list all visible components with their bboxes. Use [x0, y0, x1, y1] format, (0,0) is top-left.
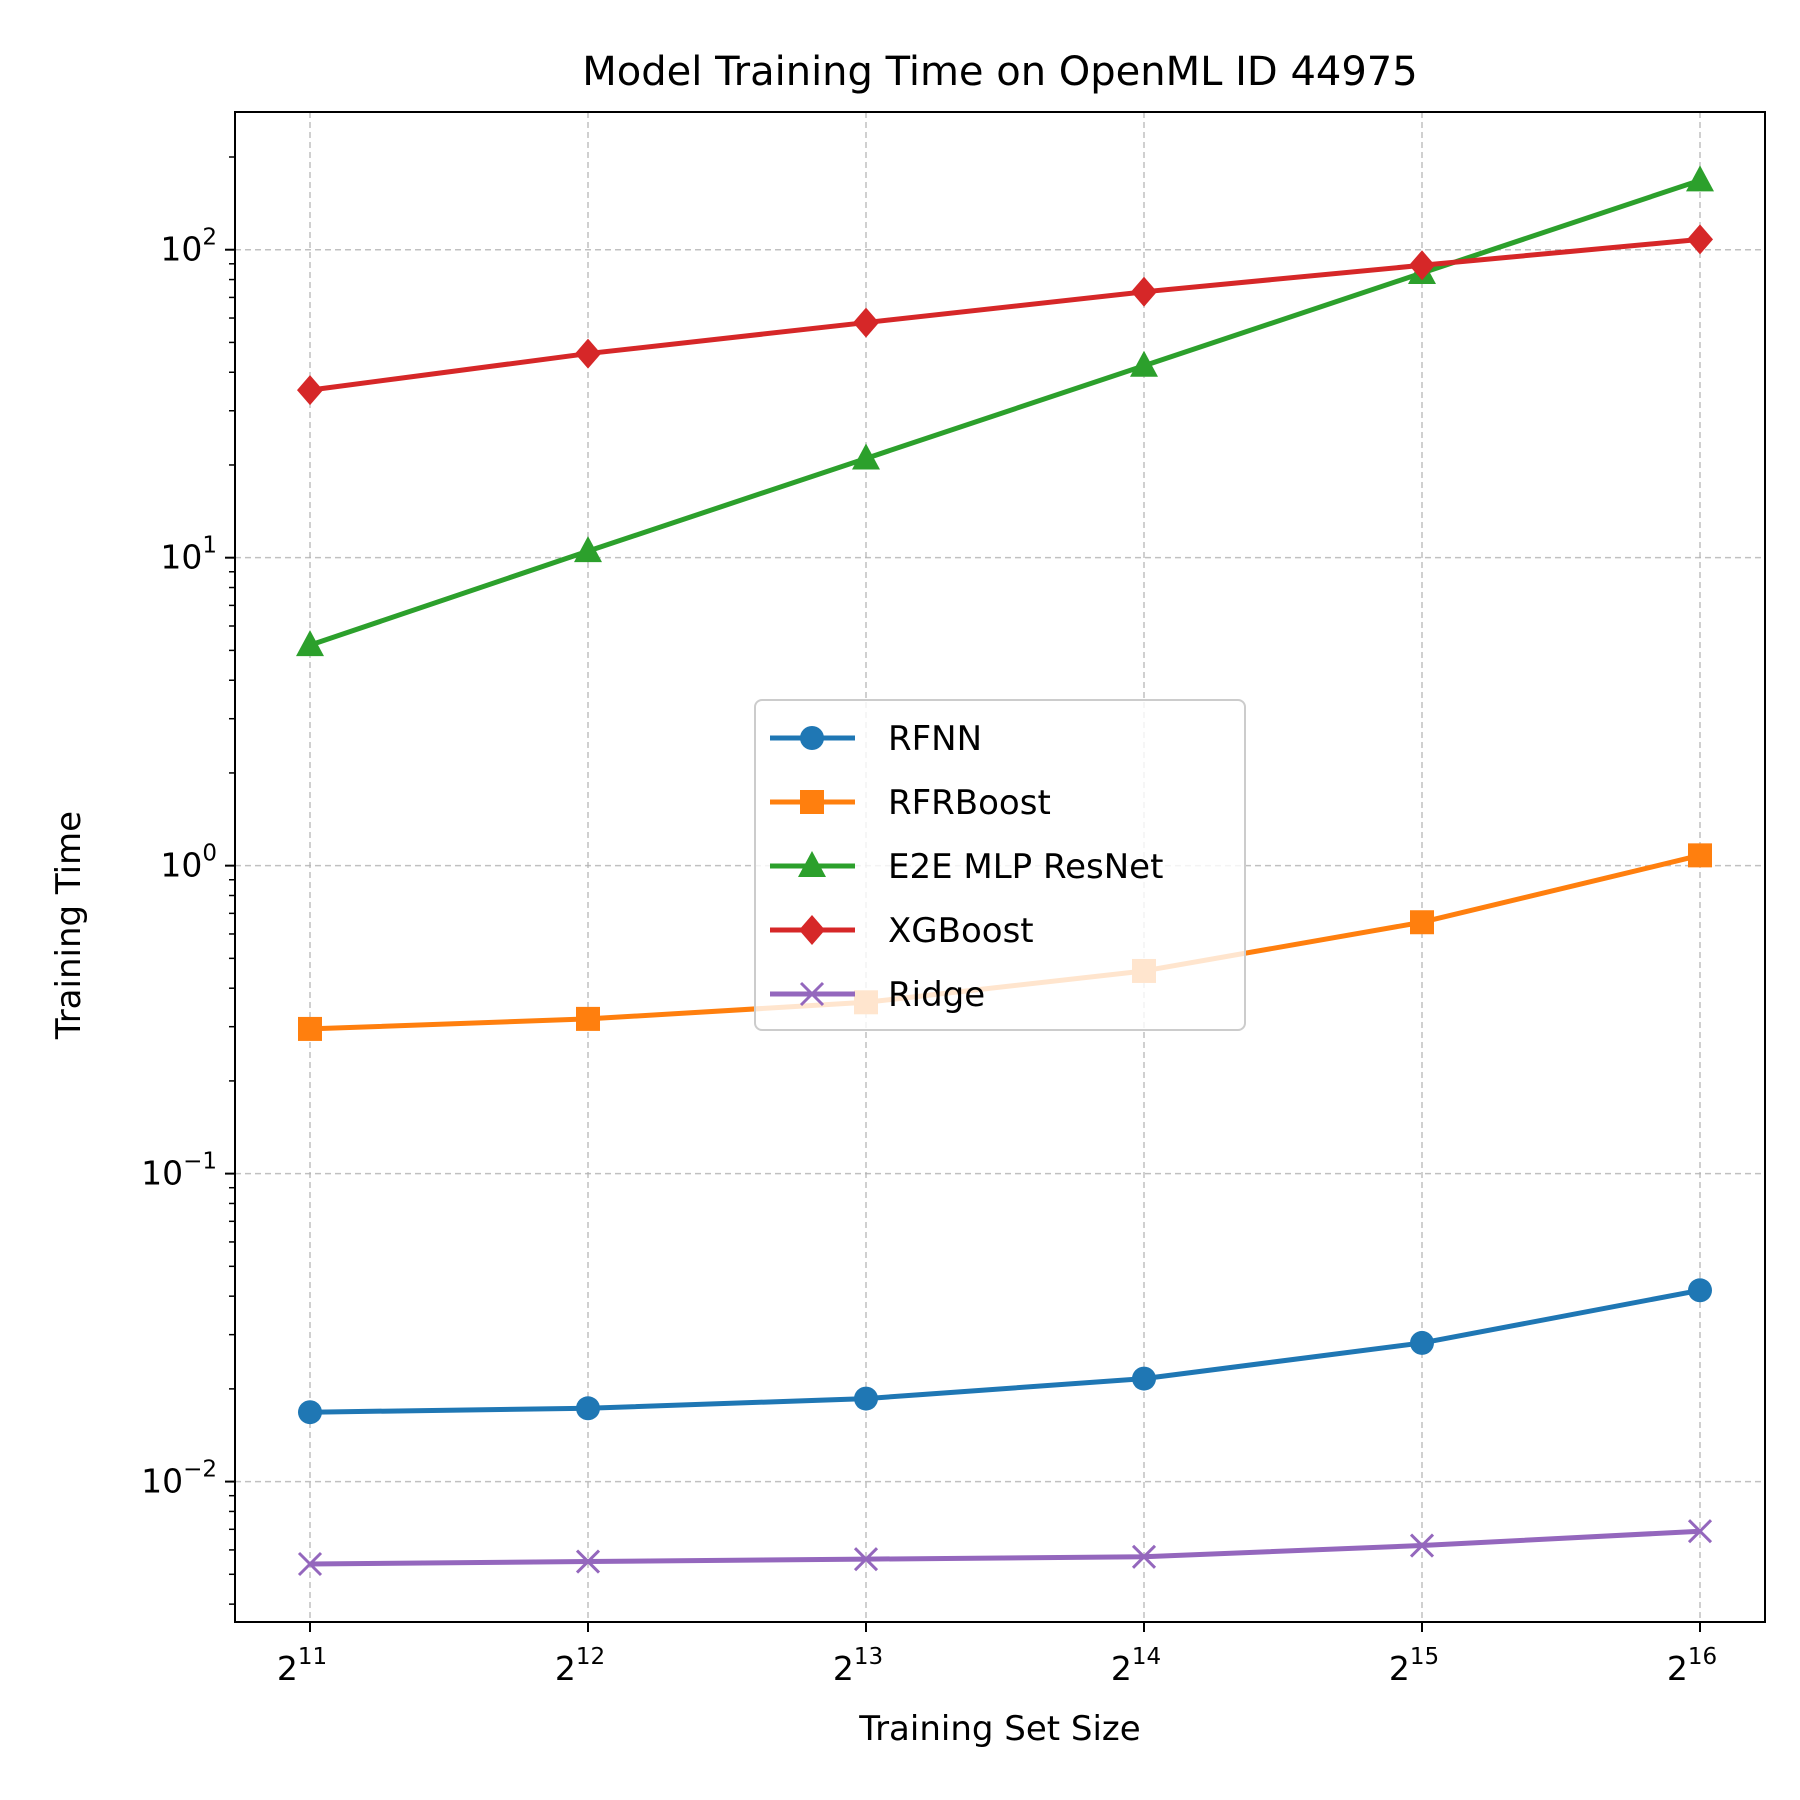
data-point-e2e-mlp-resnet [296, 630, 324, 657]
legend-marker [799, 915, 825, 945]
y-tick-label: 10−1 [141, 1149, 217, 1193]
series-xgboost [297, 224, 1713, 406]
data-point-ridge [853, 1547, 879, 1572]
data-point-rfrboost [576, 1006, 600, 1031]
legend-label: RFNN [888, 719, 982, 759]
data-point-rfnn [298, 1400, 322, 1425]
series-line-xgboost [309, 236, 1701, 393]
legend-entry-rfrboost: RFRBoost [770, 783, 1051, 823]
data-point-rfrboost [1410, 910, 1434, 935]
axis-ticks: 211 212 213 214 215 216 10−2 10−1 100 101 102 [141, 225, 1717, 1688]
data-point-ridge [1687, 1519, 1713, 1544]
legend-marker [799, 981, 825, 1007]
y-tick-label: 101 [160, 533, 217, 577]
data-point-ridge [1131, 1544, 1157, 1569]
data-point-xgboost [853, 307, 879, 338]
x-tick-label: 213 [833, 1644, 883, 1688]
data-point-xgboost [297, 375, 323, 406]
series-line-ridge [309, 1528, 1701, 1567]
data-point-xgboost [1687, 224, 1713, 255]
data-point-rfrboost [1688, 843, 1712, 868]
legend-label: E2E MLP ResNet [888, 847, 1163, 887]
legend: RFNN RFRBoost E2E MLP ResNet XGBoost Ridge [754, 699, 1246, 1031]
series-line-e2e-mlp-resnet [309, 177, 1701, 648]
data-point-e2e-mlp-resnet [1130, 350, 1158, 377]
data-point-e2e-mlp-resnet [852, 443, 880, 470]
data-point-ridge [297, 1551, 323, 1577]
y-tick-label: 102 [160, 225, 217, 269]
data-point-rfnn [1688, 1278, 1712, 1303]
x-tick-label: 214 [1111, 1644, 1161, 1688]
data-point-xgboost [1409, 250, 1435, 281]
legend-entry-e2e-mlp-resnet: E2E MLP ResNet [770, 847, 1163, 887]
plot-frame [234, 111, 1766, 1623]
data-point-rfnn [1410, 1330, 1434, 1355]
x-axis-label: Training Set Size [858, 1709, 1140, 1749]
data-point-e2e-mlp-resnet [1686, 165, 1714, 192]
legend-label: XGBoost [888, 911, 1034, 951]
legend-label: RFRBoost [888, 783, 1051, 823]
data-point-rfrboost [298, 1016, 322, 1041]
series-ridge [297, 1519, 1713, 1577]
data-point-e2e-mlp-resnet [574, 536, 602, 563]
series-rfnn [298, 1278, 1712, 1425]
data-point-ridge [575, 1549, 601, 1574]
legend-entry-xgboost: XGBoost [770, 911, 1034, 951]
x-tick-label: 215 [1389, 1644, 1439, 1688]
y-tick-label: 10−2 [141, 1457, 217, 1501]
x-tick-label: 212 [555, 1644, 605, 1688]
data-point-ridge [1409, 1533, 1435, 1558]
series-e2e-mlp-resnet [296, 165, 1714, 657]
legend-marker [800, 790, 824, 814]
legend-marker [798, 851, 826, 877]
data-point-xgboost [1131, 276, 1157, 307]
data-point-rfnn [1132, 1366, 1156, 1391]
data-point-rfnn [854, 1386, 878, 1411]
chart-title: Model Training Time on OpenML ID 44975 [582, 49, 1417, 95]
x-tick-label: 211 [277, 1644, 327, 1688]
legend-label: Ridge [888, 975, 985, 1015]
data-point-xgboost [575, 338, 601, 369]
x-tick-label: 216 [1667, 1644, 1717, 1688]
legend-entry-ridge: Ridge [770, 975, 985, 1015]
legend-entry-rfnn: RFNN [770, 719, 982, 759]
y-tick-label: 100 [160, 841, 217, 885]
legend-marker [800, 726, 824, 750]
y-axis-label: Training Time [49, 811, 89, 1040]
series-line-rfnn [309, 1287, 1701, 1415]
data-point-rfnn [576, 1396, 600, 1421]
legend-box [754, 699, 1246, 1031]
